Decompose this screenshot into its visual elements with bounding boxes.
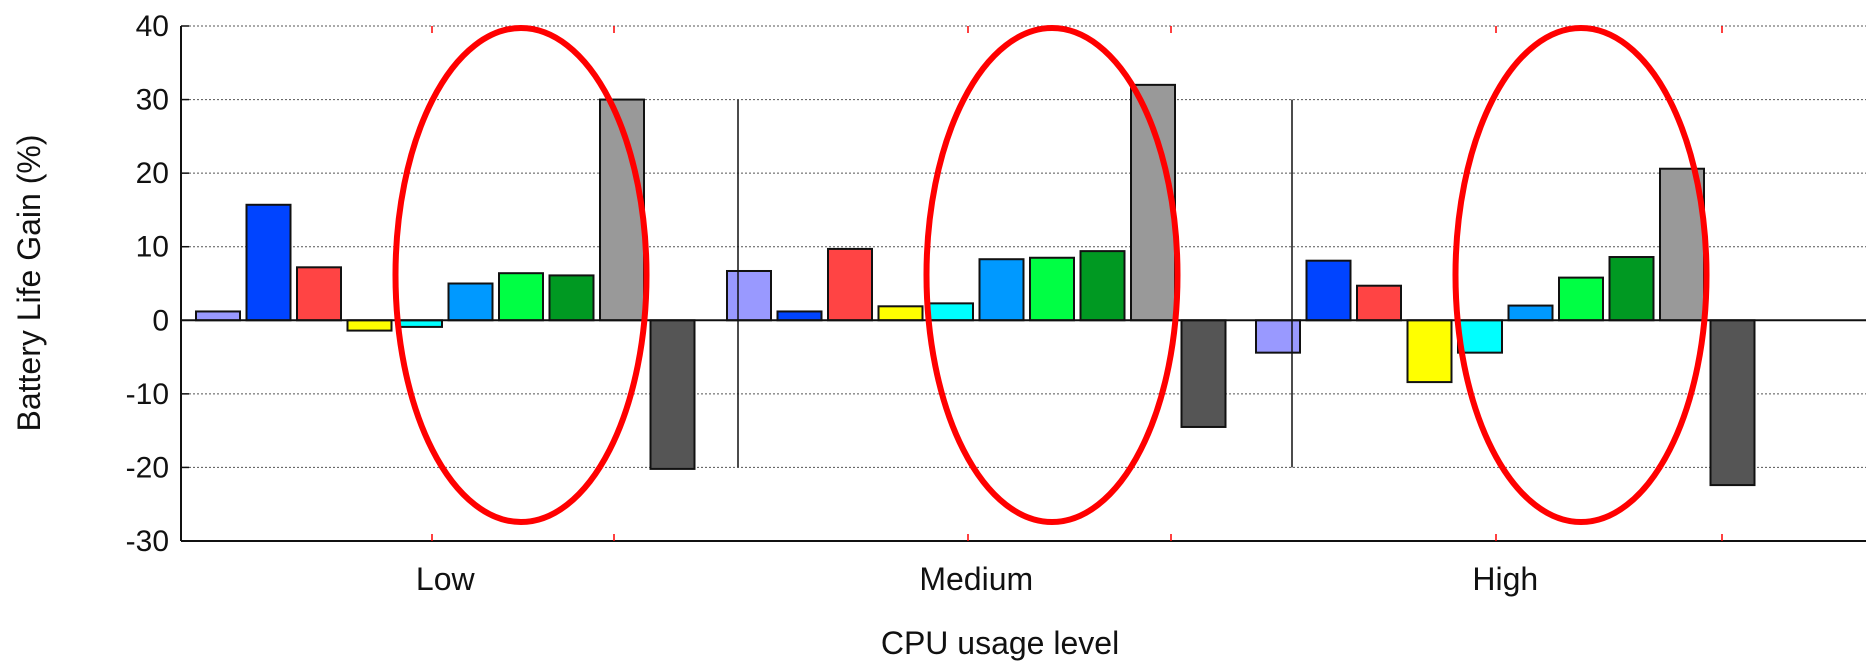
bar [1305, 259, 1352, 322]
y-axis-title: Battery Life Gain (%) [11, 135, 47, 432]
y-tick-label: 30 [136, 84, 169, 117]
bar [1608, 256, 1655, 322]
y-tick-label: 40 [136, 10, 169, 43]
bars [195, 83, 1756, 487]
highlight-ellipses [392, 25, 1710, 525]
bar [1507, 304, 1554, 322]
bar [877, 305, 924, 322]
bar [928, 302, 974, 322]
bar [1457, 319, 1503, 354]
y-tick-label: 10 [136, 231, 169, 264]
bar [1255, 319, 1301, 354]
highlight-ellipse [392, 25, 650, 525]
axes [180, 25, 1866, 542]
x-category-label: High [1472, 561, 1538, 597]
bar [447, 282, 494, 322]
bar [1709, 319, 1756, 487]
bar [346, 319, 393, 332]
bar [1079, 250, 1126, 322]
bar [776, 310, 823, 322]
bar [1558, 276, 1604, 322]
bar [245, 203, 292, 322]
y-tick-labels: -30 -20 -10 0 10 20 30 40 [126, 10, 169, 558]
x-axis-title: CPU usage level [881, 625, 1119, 661]
y-tick-label: -10 [126, 378, 169, 411]
x-category-labels: Low Medium High [416, 561, 1538, 597]
bar [498, 272, 544, 322]
x-category-label: Medium [919, 561, 1033, 597]
x-category-label: Low [416, 561, 476, 597]
bar [726, 269, 772, 322]
highlight-ellipse [923, 25, 1181, 525]
y-tick-label: -20 [126, 451, 169, 484]
bar [1029, 256, 1075, 322]
bar [1180, 319, 1227, 428]
y-tick-label: 20 [136, 157, 169, 190]
bar [195, 310, 241, 322]
y-tick-label: 0 [152, 304, 169, 337]
bar [827, 247, 873, 322]
y-tick-label: -30 [126, 525, 169, 558]
bar [978, 258, 1025, 322]
bar [548, 274, 595, 322]
bar [649, 319, 696, 470]
bar [296, 266, 342, 322]
highlight-ellipse [1452, 25, 1710, 525]
bar [1356, 284, 1402, 322]
bar [1406, 319, 1453, 384]
